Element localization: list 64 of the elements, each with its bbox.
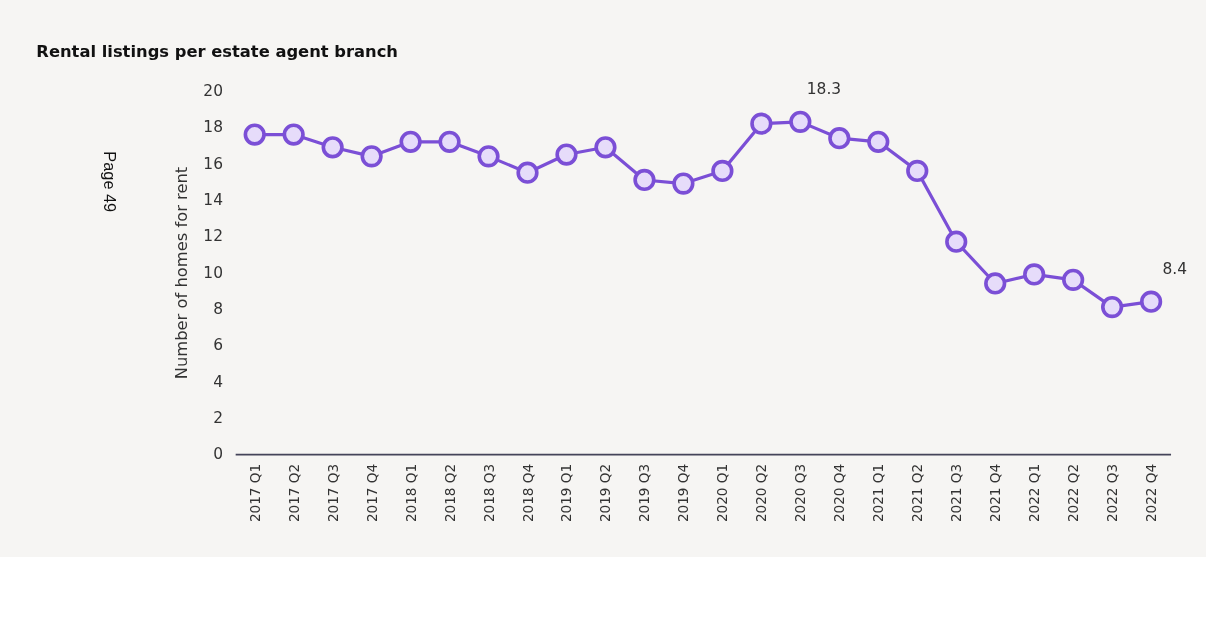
point: [516, 161, 539, 184]
point: [477, 145, 500, 168]
y-tick-label: 10: [203, 263, 223, 282]
y-tick-label: 6: [213, 336, 223, 355]
y-axis-title: Number of homes for rent: [171, 166, 191, 380]
y-tick-label: 4: [213, 372, 223, 391]
x-tick-label: 2018 Q4: [519, 463, 536, 523]
chart-title: Rental listings per estate agent branch: [36, 42, 398, 62]
x-tick-label: 2019 Q3: [636, 463, 653, 523]
text: Page 49: [100, 151, 119, 213]
x-tick-label: 2017 Q3: [324, 463, 341, 523]
point: [906, 159, 929, 182]
x-tick-label: 2018 Q1: [402, 463, 419, 523]
x-tick-label: 2017 Q4: [363, 463, 380, 523]
y-tick-label: 18: [203, 118, 223, 137]
x-tick-label: 2018 Q2: [441, 463, 458, 523]
y-tick-label: 16: [203, 154, 223, 173]
x-tick-label: 2022 Q3: [1104, 463, 1121, 523]
point: [711, 159, 734, 182]
point: [750, 112, 773, 135]
point: [672, 172, 695, 195]
x-tick-label: 2019 Q4: [675, 463, 692, 523]
point: [633, 168, 656, 192]
point: [1023, 263, 1046, 286]
x-tick-label: 2018 Q3: [480, 463, 497, 523]
x-tick-label: 2020 Q3: [792, 463, 809, 523]
x-tick-label: 2020 Q1: [714, 463, 731, 523]
y-tick-label: 8: [213, 299, 223, 318]
x-tick-label: 2022 Q1: [1026, 463, 1043, 523]
point: [789, 110, 812, 133]
data-label: 18.3: [806, 79, 842, 98]
y-tick-label: 20: [203, 81, 223, 100]
point: [360, 145, 383, 168]
x-tick-label: 2019 Q2: [597, 463, 614, 523]
x-tick-label: 2022 Q4: [1143, 463, 1160, 523]
x-tick-label: 2017 Q1: [246, 463, 263, 523]
point: [828, 127, 851, 150]
y-tick-label: 2: [213, 408, 223, 427]
x-tick-label: 2017 Q2: [285, 463, 302, 523]
data-label: 8.4: [1162, 259, 1187, 278]
y-tick-label: 14: [203, 190, 223, 209]
point: [1062, 268, 1085, 291]
point: [867, 130, 890, 153]
point: [321, 136, 344, 159]
y-tick-label: 12: [203, 227, 223, 246]
point: [594, 136, 617, 159]
x-tick-label: 2021 Q1: [870, 463, 887, 523]
x-tick-label: 2020 Q2: [753, 463, 770, 523]
x-tick-label: 2020 Q4: [831, 463, 848, 523]
y-tick-label: 0: [213, 445, 223, 464]
point: [243, 123, 266, 146]
point: [282, 123, 305, 146]
x-tick-label: 2021 Q2: [909, 463, 926, 523]
point: [438, 130, 461, 153]
point: [399, 130, 422, 153]
point: [555, 143, 578, 166]
x-tick-label: 2021 Q4: [987, 463, 1004, 523]
point: [1101, 296, 1124, 319]
x-tick-label: 2021 Q3: [948, 463, 965, 523]
x-tick-label: 2019 Q1: [558, 463, 575, 523]
x-tick-label: 2022 Q2: [1065, 463, 1082, 523]
point: [984, 272, 1007, 295]
point: [1139, 290, 1163, 313]
point: [945, 230, 968, 253]
